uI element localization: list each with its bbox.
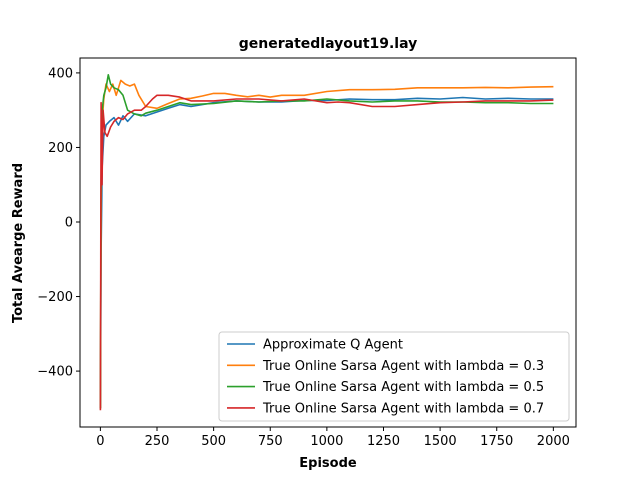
plot-area-frame <box>79 57 577 428</box>
x-tick-label: 1750 <box>480 434 513 449</box>
y-tick-label: −200 <box>37 290 73 305</box>
x-tick-label: 0 <box>96 434 104 449</box>
chart-title: generatedlayout19.lay <box>239 36 418 52</box>
legend-box <box>218 331 570 422</box>
x-tick-label: 500 <box>201 434 226 449</box>
y-tick-label: 400 <box>48 66 73 81</box>
x-axis-label: Episode <box>299 456 357 471</box>
legend-label-2: True Online Sarsa Agent with lambda = 0.… <box>262 359 544 374</box>
y-axis-label: Total Avearge Reward <box>11 163 26 323</box>
y-tick-label: 200 <box>48 141 73 156</box>
legend-label-4: True Online Sarsa Agent with lambda = 0.… <box>262 401 544 416</box>
series-line-3 <box>99 74 554 409</box>
y-tick-label: 0 <box>65 216 73 231</box>
x-tick-label: 750 <box>258 434 283 449</box>
x-tick-label: 2000 <box>537 434 570 449</box>
axis-ticks: 0 250 500 750 1000 1250 1500 1750 2000 −400 −200 0 2… <box>37 66 570 449</box>
series-line-4 <box>99 94 554 411</box>
x-tick-label: 1000 <box>310 434 343 449</box>
x-tick-label: 1250 <box>367 434 400 449</box>
plot-lines <box>99 74 554 411</box>
legend: Approximate Q Agent True Online Sarsa Age… <box>218 331 570 422</box>
x-tick-label: 250 <box>145 434 170 449</box>
y-tick-label: −400 <box>37 365 73 380</box>
x-tick-label: 1500 <box>424 434 457 449</box>
legend-label-1: Approximate Q Agent <box>263 338 403 353</box>
legend-label-3: True Online Sarsa Agent with lambda = 0.… <box>262 380 544 395</box>
